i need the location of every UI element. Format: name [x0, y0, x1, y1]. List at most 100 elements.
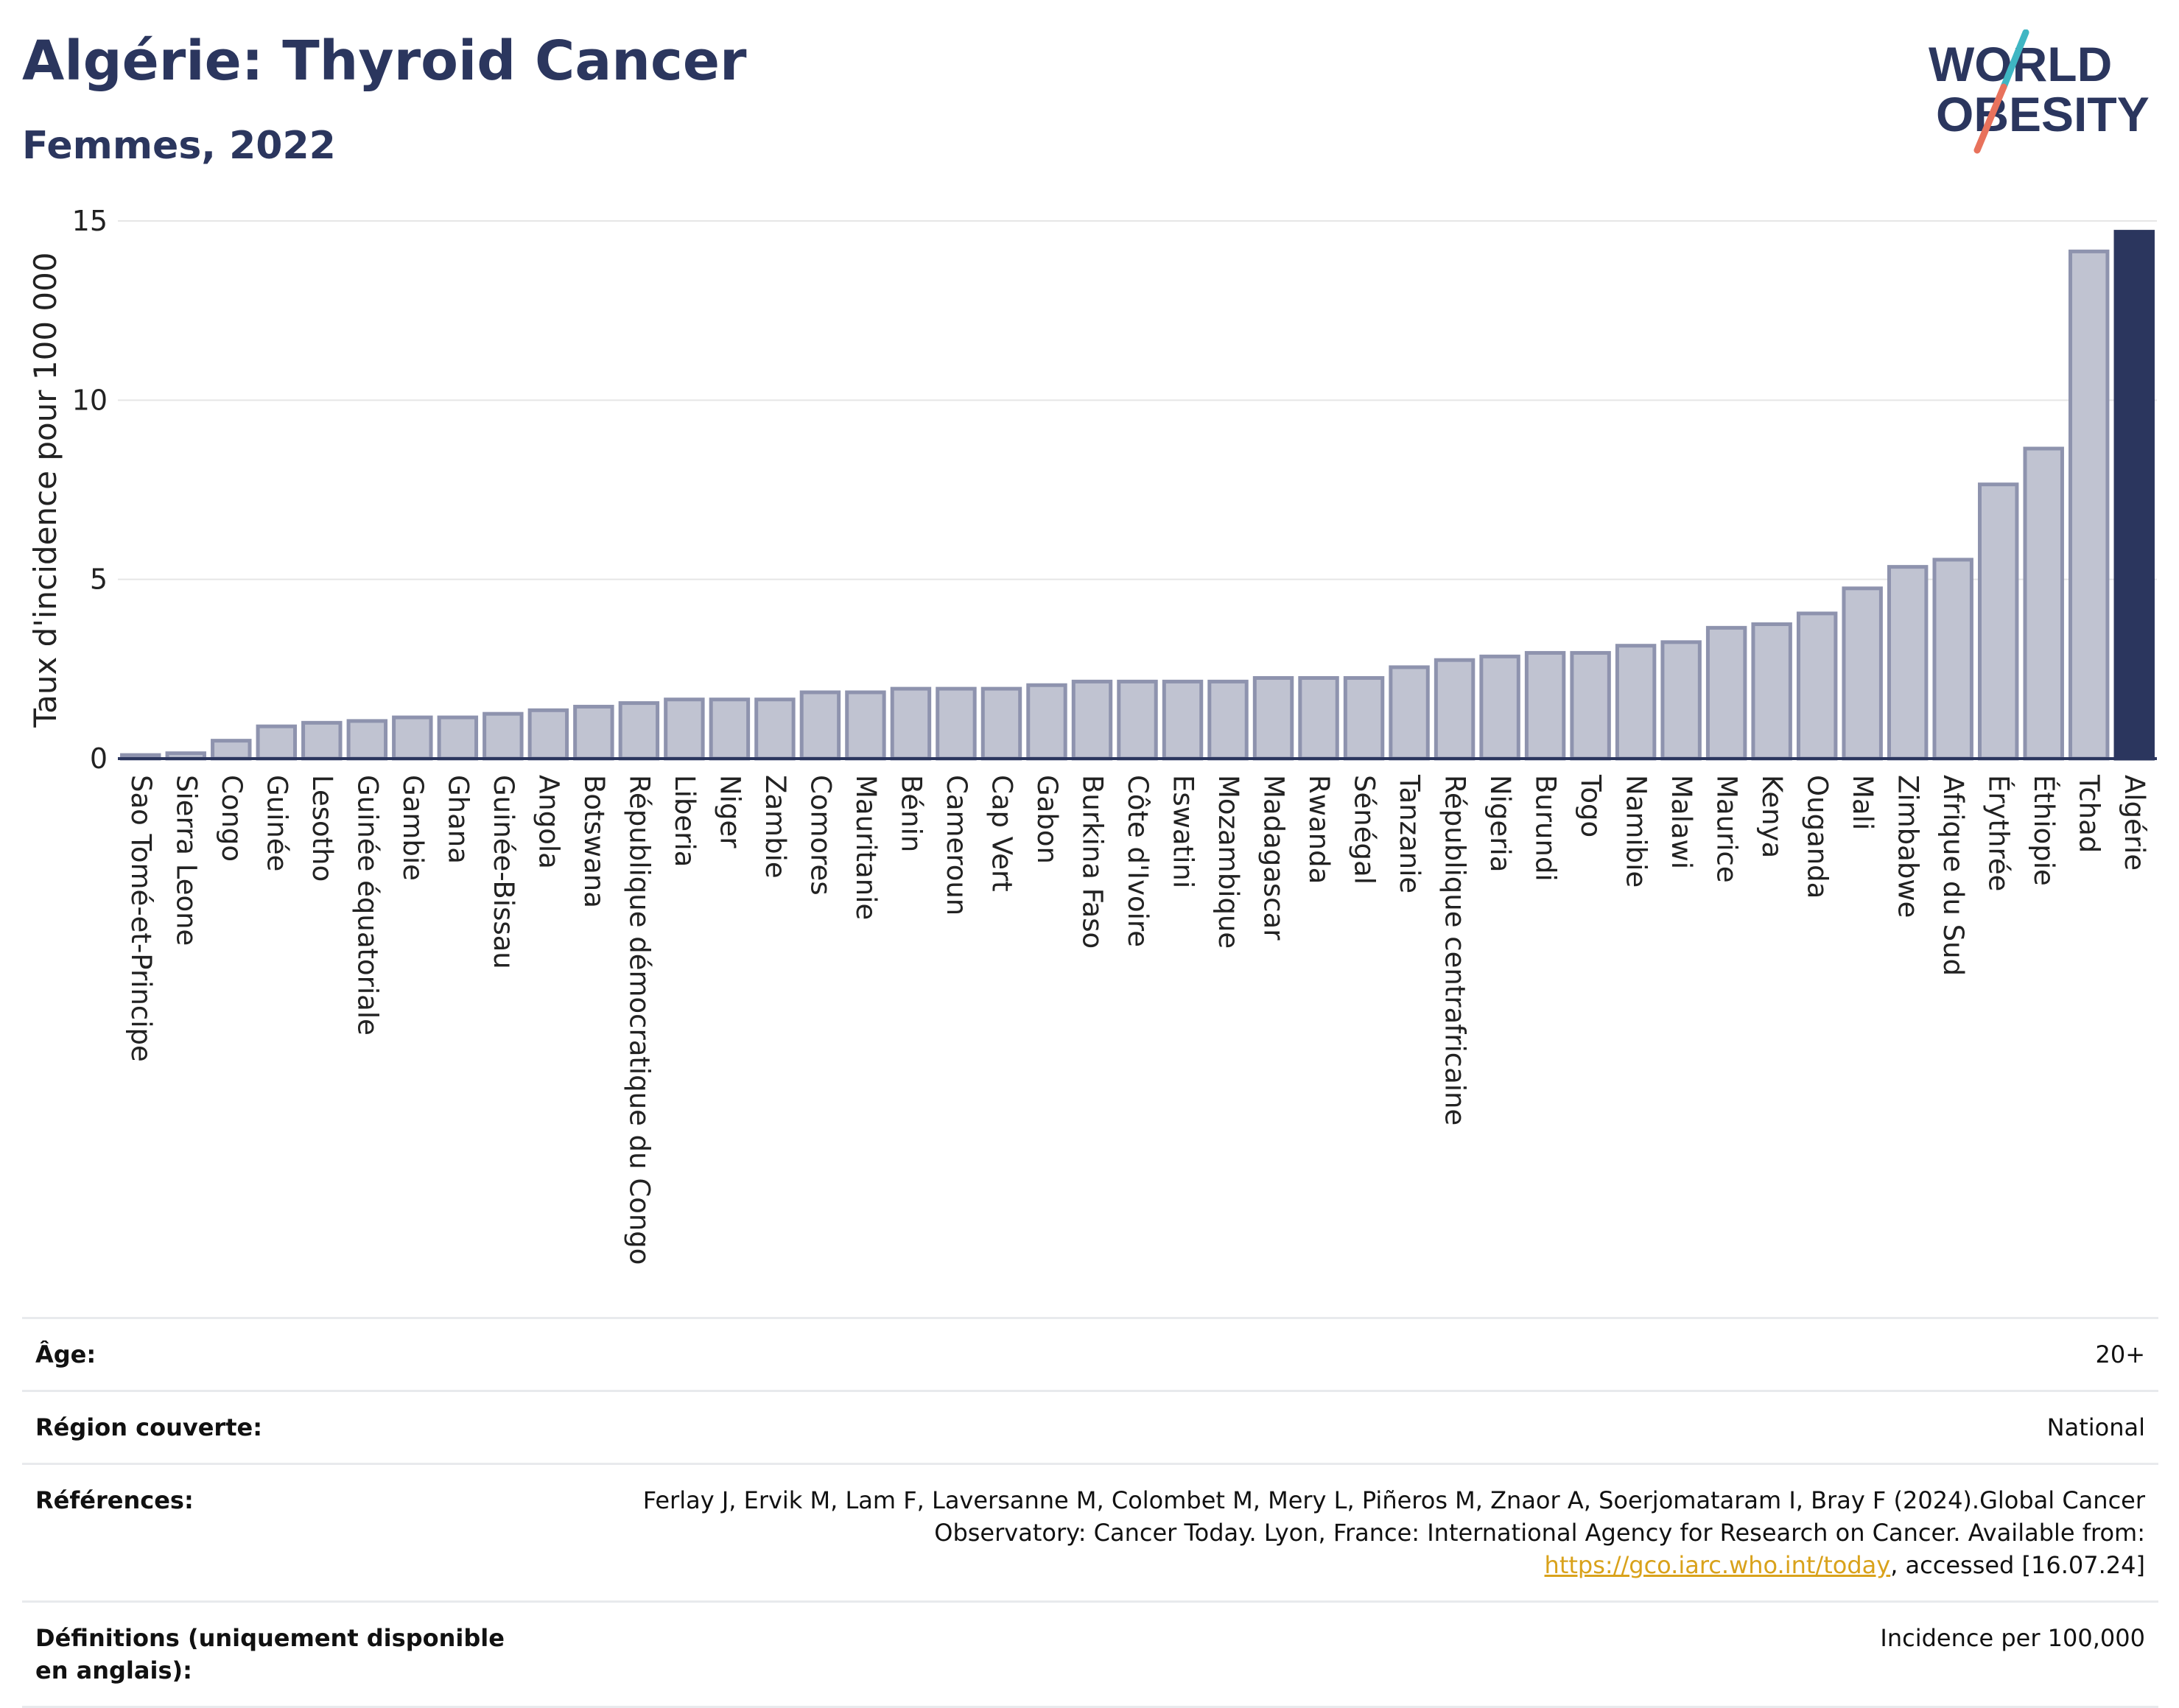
bar — [799, 690, 841, 761]
bar — [437, 715, 479, 761]
bar — [1434, 658, 1476, 761]
metadata-table: Âge: 20+ Région couverte: National Référ… — [22, 1317, 2158, 1708]
x-tick-label: Érythrée — [1983, 775, 2015, 891]
page-subtitle: Femmes, 2022 — [22, 124, 336, 168]
x-tick-label: Ouganda — [1802, 775, 1834, 899]
references-link[interactable]: https://gco.iarc.who.int/today — [1544, 1551, 1891, 1579]
bar — [618, 701, 660, 761]
bar — [1615, 644, 1657, 761]
bar — [890, 686, 932, 761]
age-value: 20+ — [2095, 1340, 2145, 1368]
x-tick-label: Burundi — [1530, 775, 1562, 882]
x-tick-label: Malawi — [1666, 775, 1697, 869]
x-tick-label: Gambie — [397, 775, 429, 881]
x-tick-label: Éthiopie — [2028, 775, 2060, 886]
x-tick-label: Botswana — [578, 775, 610, 908]
y-tick-label: 15 — [72, 205, 108, 237]
bar — [573, 704, 614, 761]
x-tick-label: Tanzanie — [1394, 774, 1425, 893]
meta-row-age: Âge: 20+ — [22, 1317, 2158, 1390]
x-tick-label: Liberia — [669, 775, 701, 867]
x-tick-label: Comores — [804, 775, 836, 896]
bar — [1705, 625, 1747, 761]
x-tick-label: Guinée — [261, 775, 292, 871]
bar — [527, 708, 569, 761]
x-tick-label: Algérie — [2119, 775, 2150, 871]
y-axis-label: Taux d'incidence pour 100 000 — [27, 252, 63, 728]
bar — [1751, 622, 1792, 761]
region-label: Région couverte: — [35, 1413, 262, 1441]
definitions-label: Définitions (uniquement disponible en an… — [35, 1624, 505, 1684]
x-tick-label: Cameroun — [941, 775, 972, 915]
definitions-value: Incidence per 100,000 — [1880, 1624, 2145, 1652]
x-tick-label: Nigeria — [1484, 775, 1516, 872]
x-tick-label: Angola — [533, 775, 564, 869]
logo-slash-bottom — [1973, 83, 2007, 154]
bar-chart: 0 5 10 15 Taux d'incidence pour 100 000 Sao T… — [27, 205, 2157, 1265]
bar — [1252, 676, 1294, 761]
bar — [2023, 446, 2064, 761]
bar — [1524, 650, 1566, 761]
bar — [1298, 676, 1339, 761]
x-tick-label: Sao Tomé-et-Principe — [125, 775, 157, 1062]
x-tick-label: Mauritanie — [850, 775, 882, 920]
bar — [256, 724, 298, 761]
bar — [1796, 611, 1838, 761]
meta-row-region: Région couverte: National — [22, 1390, 2158, 1463]
page-title: Algérie: Thyroid Cancer — [22, 29, 747, 93]
x-tick-label: Gabon — [1031, 775, 1063, 864]
bar — [392, 715, 433, 761]
x-tick-label: Mali — [1847, 775, 1878, 830]
x-tick-label: Mozambique — [1213, 775, 1244, 949]
x-tick-label: Cap Vert — [986, 775, 1017, 892]
bar — [1026, 683, 1067, 761]
bar — [754, 697, 796, 761]
y-tick-label: 0 — [90, 742, 108, 775]
bar — [664, 697, 705, 761]
bar — [1162, 679, 1204, 761]
bar — [1479, 654, 1520, 761]
region-value: National — [2046, 1413, 2145, 1441]
x-tick-label: Tchad — [2074, 774, 2105, 853]
bar — [1977, 482, 2019, 761]
bar — [2069, 249, 2110, 761]
bar — [1570, 650, 1611, 761]
bar — [980, 686, 1022, 761]
x-tick-label: Sénégal — [1349, 775, 1380, 885]
x-tick-label: Lesotho — [306, 775, 338, 882]
world-obesity-logo: WORLD OBESITY — [1929, 29, 2150, 154]
x-tick-label: Kenya — [1756, 775, 1788, 858]
bar — [2113, 230, 2155, 761]
x-tick-label: Madagascar — [1258, 775, 1290, 941]
x-tick-label: Bénin — [895, 775, 927, 852]
bar — [1660, 640, 1702, 761]
x-tick-label: Guinée-Bissau — [488, 775, 519, 969]
x-tick-label: Côte d'Ivoire — [1122, 775, 1154, 947]
x-tick-label: République centrafricaine — [1439, 775, 1471, 1125]
x-tick-label: Ghana — [442, 775, 474, 864]
bar — [1071, 679, 1113, 761]
age-label: Âge: — [35, 1340, 97, 1368]
x-tick-label: Namibie — [1621, 775, 1652, 888]
meta-row-definitions: Définitions (uniquement disponible en an… — [22, 1600, 2158, 1708]
bar — [709, 697, 751, 761]
bar — [211, 739, 252, 761]
bar — [936, 686, 977, 761]
x-tick-label: Eswatini — [1168, 775, 1199, 888]
bar — [1117, 679, 1158, 761]
y-tick-label: 10 — [72, 384, 108, 416]
bar — [1842, 586, 1883, 761]
logo-slash-top — [2000, 29, 2029, 91]
bar — [1207, 679, 1249, 761]
x-tick-label: Rwanda — [1303, 775, 1335, 884]
x-tick-label: Niger — [714, 775, 745, 848]
x-tick-label: Guinée équatoriale — [351, 775, 383, 1036]
x-tick-label: République démocratique du Congo — [623, 775, 655, 1265]
references-accessed: , accessed [16.07.24] — [1890, 1551, 2145, 1579]
x-tick-label: Togo — [1575, 774, 1607, 837]
references-label: Références: — [35, 1486, 194, 1514]
y-tick-label: 5 — [90, 563, 108, 596]
bar — [845, 690, 886, 761]
logo-line2: OBESITY — [1936, 87, 2150, 141]
x-tick-label: Sierra Leone — [170, 775, 202, 946]
